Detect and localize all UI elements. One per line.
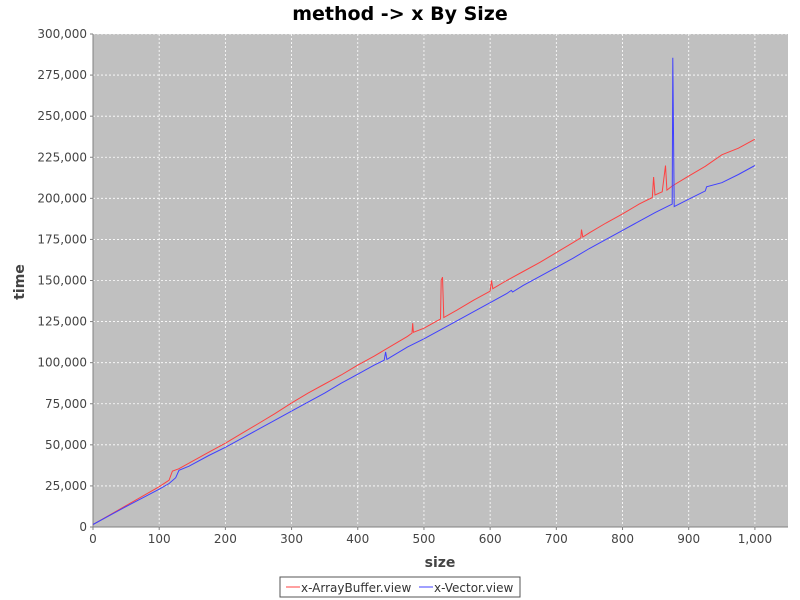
series-line-0 — [92, 138, 756, 525]
legend-label-vector: x-Vector.view — [434, 581, 513, 595]
y-axis-label: time — [12, 264, 28, 300]
legend-box — [279, 576, 521, 598]
legend-label-arraybuffer: x-ArrayBuffer.view — [301, 581, 411, 595]
y-tick-label: 25,000 — [45, 479, 87, 493]
y-tick-label: 50,000 — [45, 438, 87, 452]
series-line-1 — [92, 57, 756, 525]
y-tick-label: 125,000 — [37, 315, 87, 329]
y-tick-label: 275,000 — [37, 68, 87, 82]
x-tick-label: 1,000 — [738, 532, 772, 546]
legend: x-ArrayBuffer.view x-Vector.view — [279, 576, 521, 598]
x-axis-ticks: 0 100 200 300 400 500 600 700 800 900 1,000 — [89, 527, 772, 546]
x-tick-label: 0 — [89, 532, 97, 546]
x-tick-label: 300 — [280, 532, 303, 546]
y-tick-label: 200,000 — [37, 191, 87, 205]
y-tick-label: 175,000 — [37, 232, 87, 246]
y-tick-label: 225,000 — [37, 150, 87, 164]
y-axis-ticks: 0 25,000 50,000 75,000 100,000 125,000 150,000… — [37, 27, 93, 534]
y-tick-label: 250,000 — [37, 109, 87, 123]
y-tick-label: 75,000 — [45, 397, 87, 411]
y-tick-label: 300,000 — [37, 27, 87, 41]
x-tick-label: 200 — [214, 532, 237, 546]
y-tick-label: 100,000 — [37, 356, 87, 370]
x-tick-label: 600 — [479, 532, 502, 546]
x-tick-label: 900 — [677, 532, 700, 546]
x-tick-label: 100 — [148, 532, 171, 546]
x-tick-label: 400 — [346, 532, 369, 546]
x-tick-label: 700 — [545, 532, 568, 546]
y-tick-label: 150,000 — [37, 274, 87, 288]
x-axis-label: size — [425, 555, 456, 571]
x-tick-label: 800 — [611, 532, 634, 546]
y-tick-label: 0 — [79, 520, 87, 534]
x-tick-label: 500 — [412, 532, 435, 546]
chart-title: method -> x By Size — [292, 3, 507, 25]
series-lines — [92, 57, 756, 525]
